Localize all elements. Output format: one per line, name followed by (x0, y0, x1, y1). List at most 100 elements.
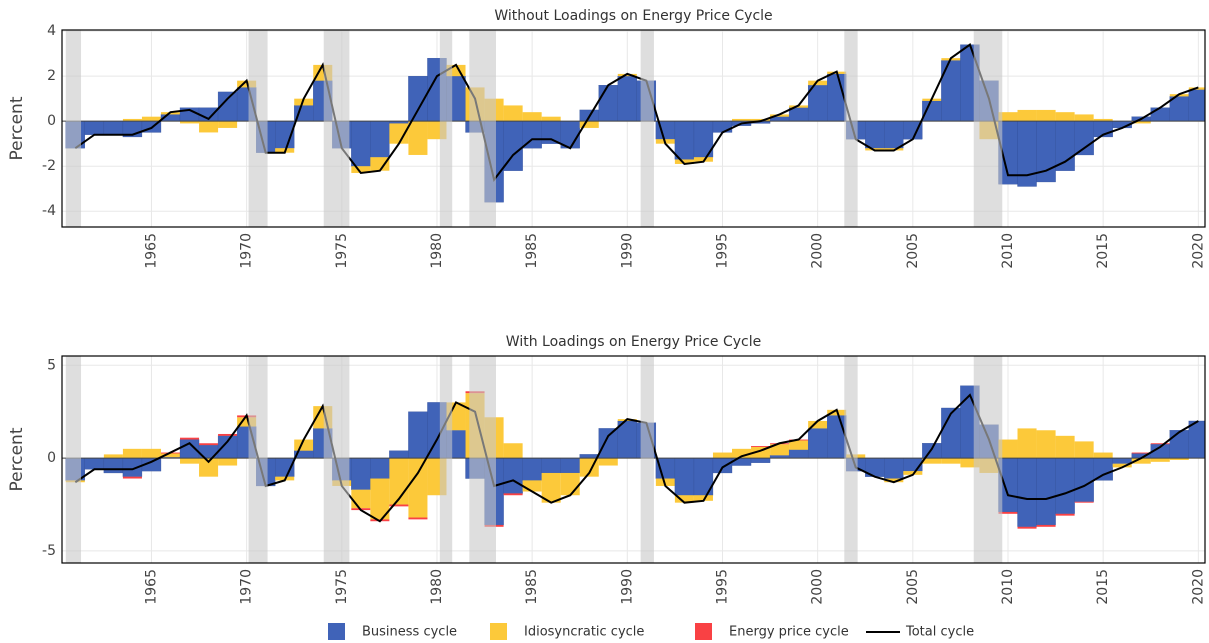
bar (998, 511, 1018, 514)
bar (141, 116, 161, 122)
bar (503, 105, 523, 122)
bar (922, 458, 942, 464)
bar (807, 428, 828, 459)
bar (788, 107, 809, 122)
bar (751, 446, 771, 459)
bar (1131, 458, 1151, 464)
bar (522, 112, 542, 122)
y-tick-label: 5 (47, 357, 56, 373)
bar (1017, 121, 1037, 187)
x-tick-label: 2005 (905, 569, 921, 605)
bar (579, 121, 599, 128)
bar (199, 458, 219, 477)
bar (84, 457, 105, 470)
bar (351, 121, 371, 167)
bar (1131, 452, 1151, 454)
bar (1074, 114, 1094, 122)
bar (1093, 118, 1113, 122)
bar (941, 458, 961, 464)
bar (522, 480, 542, 492)
bar (84, 121, 105, 135)
bar (122, 448, 142, 459)
panel-title: With Loadings on Energy Price Cycle (506, 334, 761, 350)
bar (884, 478, 904, 483)
bar (389, 123, 409, 144)
legend-label: Idiosyncratic cycle (524, 625, 644, 640)
bar (370, 121, 390, 158)
bar (199, 121, 219, 133)
bar (598, 85, 618, 122)
bar (750, 457, 771, 463)
bar (789, 105, 809, 108)
bar (1112, 457, 1132, 464)
bar (1017, 526, 1037, 529)
bar (1169, 458, 1189, 460)
bar (180, 458, 200, 464)
y-tick-label: 0 (47, 113, 56, 129)
bar (408, 411, 428, 459)
bar (199, 443, 219, 446)
bar (218, 121, 238, 128)
bar (770, 444, 790, 456)
recession-shade (439, 30, 453, 227)
bar (294, 439, 314, 451)
bar (1036, 524, 1056, 527)
x-tick-label: 1980 (429, 233, 445, 269)
bar (1150, 458, 1170, 462)
bar (1150, 107, 1170, 122)
bar (732, 448, 752, 459)
bar (1093, 457, 1113, 481)
x-tick-label: 1985 (524, 233, 540, 269)
bar (732, 118, 752, 122)
bar (351, 489, 371, 509)
bar (370, 478, 390, 520)
bar (770, 114, 790, 117)
bar (674, 159, 694, 164)
x-tick-label: 2000 (810, 569, 826, 605)
x-tick-label: 1965 (143, 233, 159, 269)
bar (579, 454, 599, 459)
recession-shade (323, 356, 350, 563)
bar (389, 504, 409, 507)
y-tick-label: -4 (42, 203, 56, 219)
bar (808, 80, 828, 86)
legend-label: Energy price cycle (729, 625, 849, 640)
bar (217, 435, 238, 459)
recession-shade (65, 30, 82, 227)
y-tick-label: 2 (47, 68, 56, 84)
bar (693, 495, 713, 501)
recession-shade (973, 356, 1003, 563)
bar (541, 457, 561, 474)
bar (1074, 457, 1094, 502)
bar (122, 118, 142, 122)
bar (674, 495, 694, 503)
recession-shade (844, 356, 858, 563)
bar (827, 415, 847, 459)
bar (751, 446, 771, 447)
bar (503, 493, 523, 496)
bar (655, 478, 675, 486)
legend-label: Total cycle (905, 625, 974, 640)
bar (712, 457, 733, 474)
bar (408, 121, 428, 155)
bar (1036, 430, 1056, 459)
x-tick-label: 1970 (239, 569, 255, 605)
recession-shade (65, 356, 82, 563)
bar (884, 121, 904, 149)
bar (1055, 513, 1075, 516)
legend-label: Business cycle (362, 625, 457, 640)
bar (389, 450, 409, 459)
bar (370, 157, 390, 171)
bar (1036, 457, 1056, 526)
bar (712, 121, 733, 133)
recession-shade (469, 356, 496, 563)
legend-swatch (695, 623, 712, 640)
y-tick-label: 0 (47, 450, 56, 466)
bar (180, 437, 200, 440)
plot-frame (61, 29, 1206, 228)
recession-shade (640, 30, 654, 227)
bar (446, 64, 466, 77)
y-tick-label: -2 (42, 158, 56, 174)
y-axis-label: Percent (7, 427, 27, 491)
